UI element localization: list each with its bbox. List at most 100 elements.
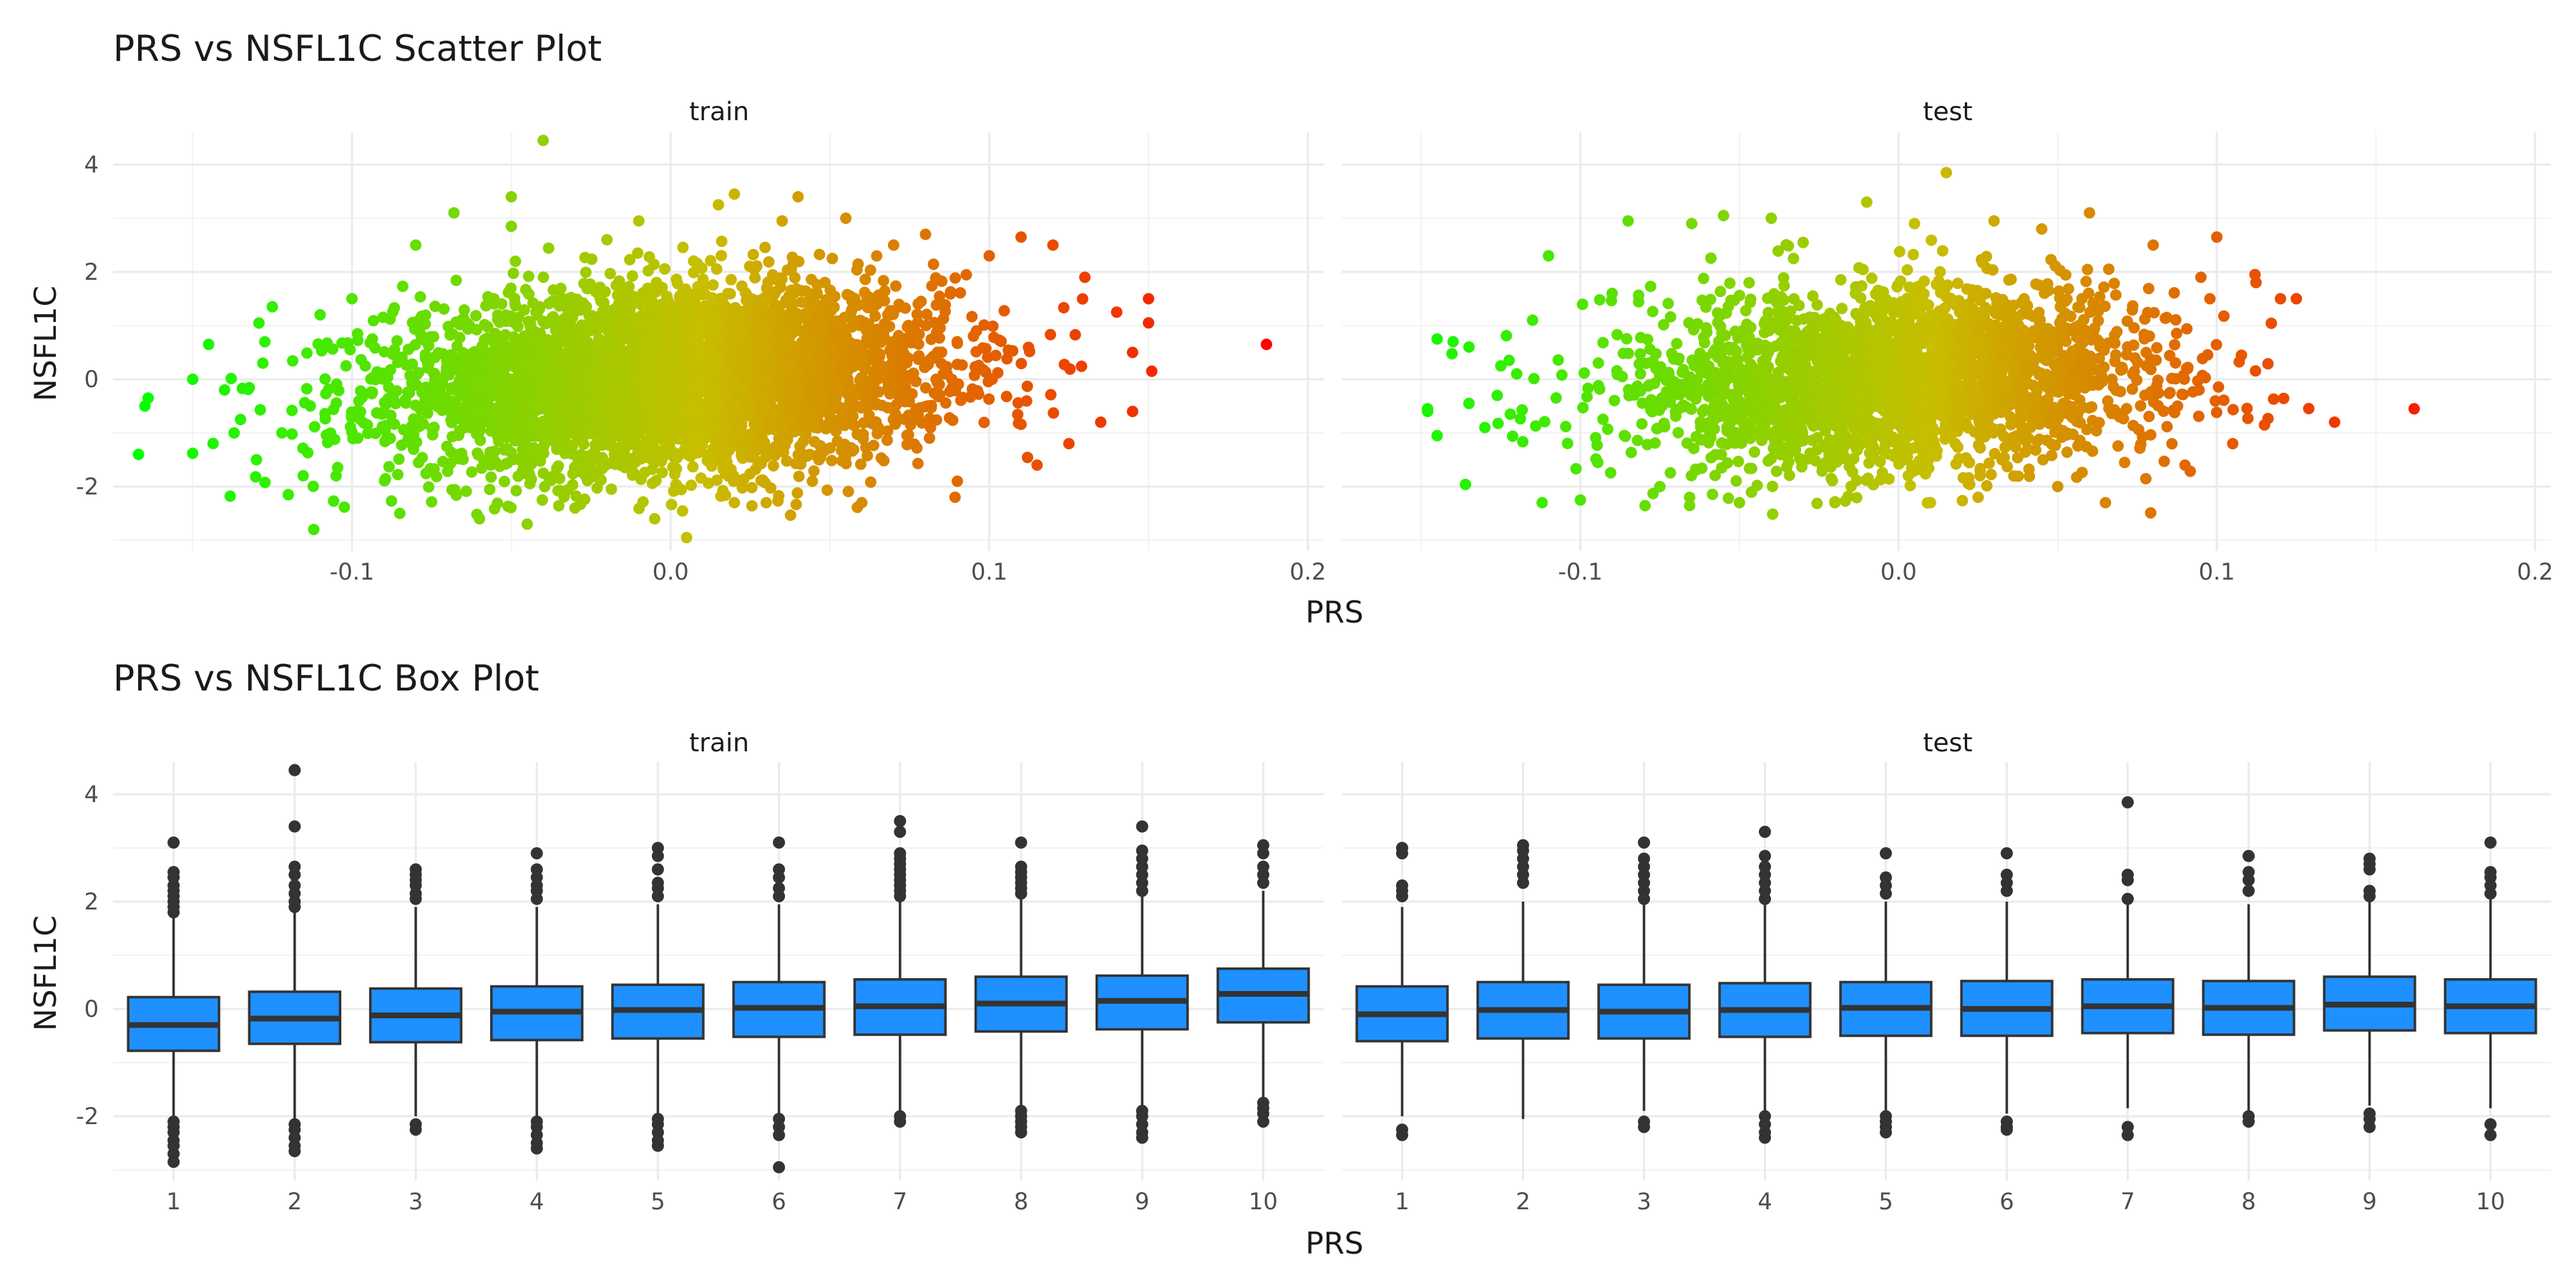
scatter-point (409, 323, 421, 335)
scatter-point (597, 353, 610, 366)
scatter-point (680, 370, 692, 382)
scatter-point (661, 326, 673, 338)
scatter-point (187, 447, 199, 459)
scatter-point (535, 389, 547, 401)
scatter-point (867, 301, 879, 313)
scatter-point (872, 428, 884, 440)
scatter-point (740, 396, 752, 408)
scatter-point (364, 337, 376, 348)
scatter-point (789, 308, 801, 320)
scatter-point (656, 453, 668, 464)
scatter-point (826, 454, 838, 467)
scatter-point (505, 191, 517, 203)
scatter-point (792, 191, 804, 203)
scatter-point (741, 345, 753, 357)
scatter-point (386, 495, 398, 507)
scatter-point (793, 470, 805, 482)
scatter-point (486, 419, 497, 431)
scatter-point (379, 474, 391, 487)
scatter-point (831, 386, 843, 398)
scatter-point (705, 381, 717, 393)
scatter-point (650, 474, 662, 487)
scatter-point (701, 454, 713, 467)
scatter-point (410, 239, 421, 251)
scatter-point (814, 248, 826, 260)
scatter-point (759, 445, 771, 457)
scatter-point (763, 414, 775, 426)
scatter-point (429, 301, 441, 313)
scatter-point (250, 471, 262, 483)
scatter-point (1143, 317, 1155, 329)
scatter-point (608, 405, 620, 416)
scatter-point (804, 303, 816, 315)
scatter-point (779, 338, 791, 350)
scatter-point (454, 318, 466, 331)
scatter-point (860, 363, 872, 375)
scatter-point (801, 449, 813, 461)
scatter-point (676, 505, 688, 517)
scatter-point (921, 308, 933, 321)
scatter-point (882, 425, 894, 437)
scatter-point (624, 253, 636, 265)
scatter-point (537, 271, 550, 283)
scatter-point (659, 263, 670, 275)
scatter-point (470, 364, 482, 376)
scatter-point (901, 429, 913, 441)
scatter-point (598, 409, 610, 421)
scatter-point (537, 401, 549, 414)
scatter-point (259, 477, 271, 489)
scatter-point (879, 285, 891, 297)
scatter-point (623, 419, 635, 431)
scatter-point (331, 378, 343, 390)
scatter-point (719, 489, 731, 501)
scatter-point (484, 484, 496, 495)
scatter-point (716, 340, 728, 352)
scatter-point (419, 309, 431, 321)
scatter-point (587, 451, 599, 463)
scatter-point (794, 372, 806, 384)
scatter-point (737, 308, 749, 320)
scatter-point (391, 469, 404, 481)
scatter-point (523, 383, 535, 395)
scatter-point (344, 343, 356, 356)
scatter-point (889, 408, 902, 420)
scatter-point (301, 383, 313, 395)
scatter-point (839, 311, 851, 323)
scatter-point (529, 452, 540, 464)
scatter-point (585, 361, 597, 373)
scatter-panel-strip-train: train (689, 97, 749, 127)
scatter-point (688, 411, 701, 424)
scatter-point (286, 404, 298, 416)
scatter-point (804, 384, 816, 396)
scatter-point (431, 471, 443, 482)
scatter-point (580, 266, 592, 278)
scatter-point (693, 348, 706, 360)
scatter-point (142, 392, 154, 404)
scatter-point (282, 489, 294, 501)
scatter-point (1069, 328, 1081, 341)
scatter-point (228, 427, 240, 439)
scatter-point (383, 461, 395, 473)
scatter-point (542, 242, 555, 254)
scatter-point (642, 265, 654, 277)
scatter-point (1023, 346, 1035, 358)
scatter-chart-title: PRS vs NSFL1C Scatter Plot (113, 28, 602, 69)
scatter-point (950, 272, 961, 284)
scatter-point (587, 324, 600, 336)
scatter-point (808, 465, 820, 477)
scatter-point (499, 410, 511, 422)
scatter-point (1863, 457, 1875, 469)
scatter-point (694, 321, 706, 333)
scatter-point (983, 250, 995, 262)
scatter-point (655, 421, 668, 433)
scatter-point (901, 439, 913, 451)
scatter-point (408, 413, 420, 425)
scatter-point (638, 384, 650, 396)
scatter-point (466, 466, 478, 478)
scatter-point (527, 441, 540, 454)
scatter-point (420, 467, 432, 479)
scatter-point (773, 388, 785, 400)
scatter-point (605, 483, 618, 495)
scatter-point (1012, 409, 1024, 421)
scatter-point (501, 342, 513, 354)
